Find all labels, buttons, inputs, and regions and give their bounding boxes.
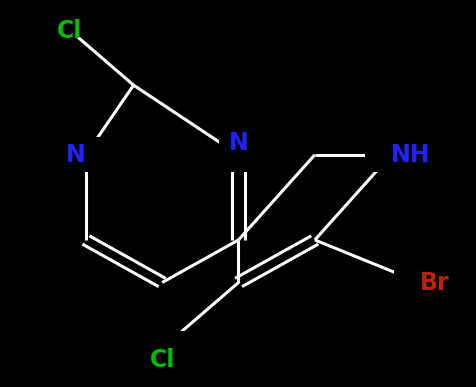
Bar: [136, 331, 188, 366]
Bar: [364, 137, 416, 172]
Bar: [393, 265, 445, 300]
Text: N: N: [66, 143, 86, 167]
Text: Br: Br: [419, 271, 448, 295]
Bar: [31, 2, 83, 37]
Text: Cl: Cl: [57, 19, 82, 43]
Text: N: N: [228, 131, 248, 155]
Text: Cl: Cl: [149, 348, 175, 372]
Text: NH: NH: [390, 143, 430, 167]
Bar: [219, 137, 257, 172]
Bar: [67, 137, 105, 172]
